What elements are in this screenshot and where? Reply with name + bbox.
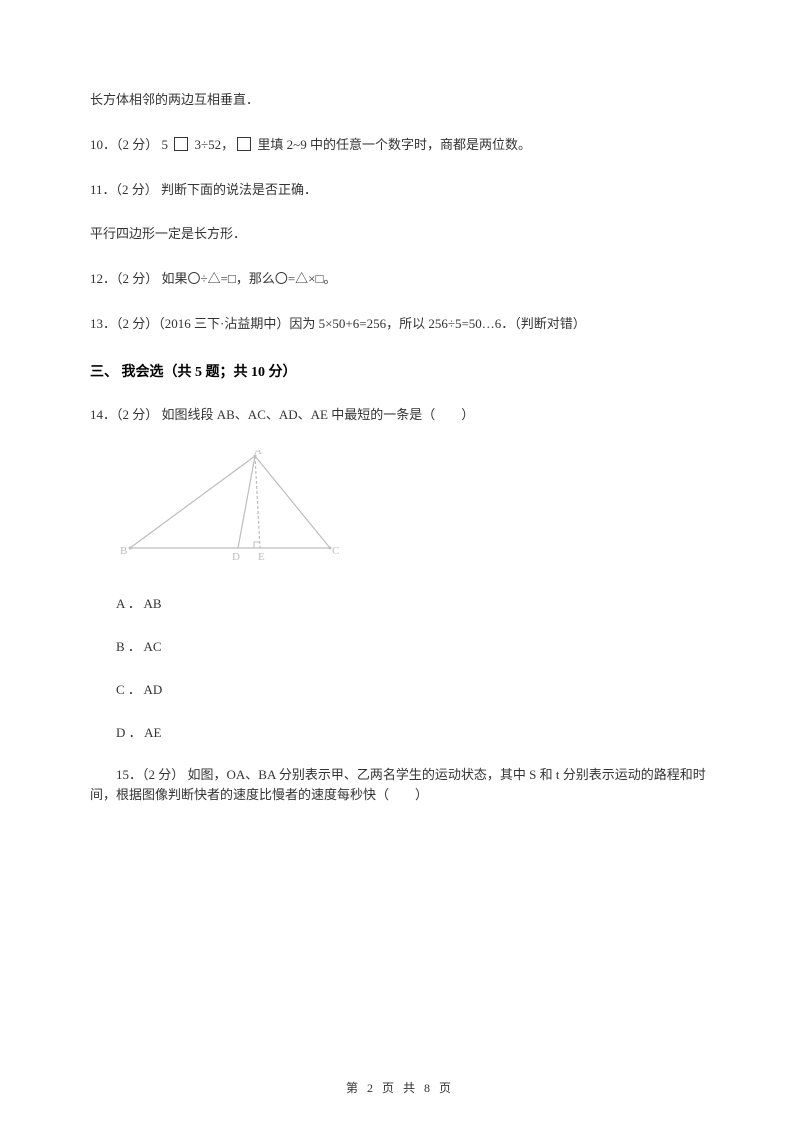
question-14: 14．（2 分） 如图线段 AB、AC、AD、AE 中最短的一条是（ ） [90,405,710,426]
svg-text:C: C [332,545,339,557]
option-14-c: C ． AD [90,679,710,698]
blank-box-1 [174,137,188,151]
svg-text:E: E [258,551,265,563]
option-14-a: A ． AB [90,593,710,612]
svg-text:B: B [120,545,127,557]
option-14-d: D ． AE [90,722,710,741]
question-11-body: 平行四边形一定是长方形． [90,224,710,245]
svg-text:A: A [254,450,262,457]
question-12: 12．（2 分） 如果〇÷△=□，那么〇=△×□。 [90,269,710,290]
blank-box-2 [237,137,251,151]
question-13: 13．（2 分）（2016 三下·沾益期中）因为 5×50+6=256，所以 2… [90,314,710,335]
section-3-header: 三、 我会选（共 5 题；共 10 分） [90,361,710,381]
q10-prefix: 10．（2 分） 5 [90,137,171,152]
question-15: 15．（2 分） 如图，OA、BA 分别表示甲、乙两名学生的运动状态，其中 S … [90,765,710,807]
q14-text: 14．（2 分） 如图线段 AB、AC、AD、AE 中最短的一条是（ ） [90,407,474,422]
triangle-svg: A B C D E [120,450,340,568]
question-10: 10．（2 分） 5 3÷52， 里填 2~9 中的任意一个数字时，商都是两位数… [90,135,710,156]
q10-suffix: 里填 2~9 中的任意一个数字时，商都是两位数。 [254,137,531,152]
question-continued: 长方体相邻的两边互相垂直． [90,90,710,111]
q10-mid: 3÷52， [191,137,234,152]
q15-text: 15．（2 分） 如图，OA、BA 分别表示甲、乙两名学生的运动状态，其中 S … [90,767,706,803]
option-14-b: B ． AC [90,636,710,655]
triangle-figure: A B C D E [120,450,710,573]
page-footer: 第 2 页 共 8 页 [0,1079,800,1096]
svg-text:D: D [232,551,240,563]
question-11: 11．（2 分） 判断下面的说法是否正确． [90,180,710,201]
